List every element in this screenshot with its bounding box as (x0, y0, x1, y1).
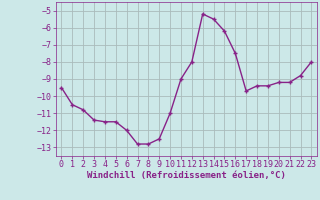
X-axis label: Windchill (Refroidissement éolien,°C): Windchill (Refroidissement éolien,°C) (87, 171, 286, 180)
